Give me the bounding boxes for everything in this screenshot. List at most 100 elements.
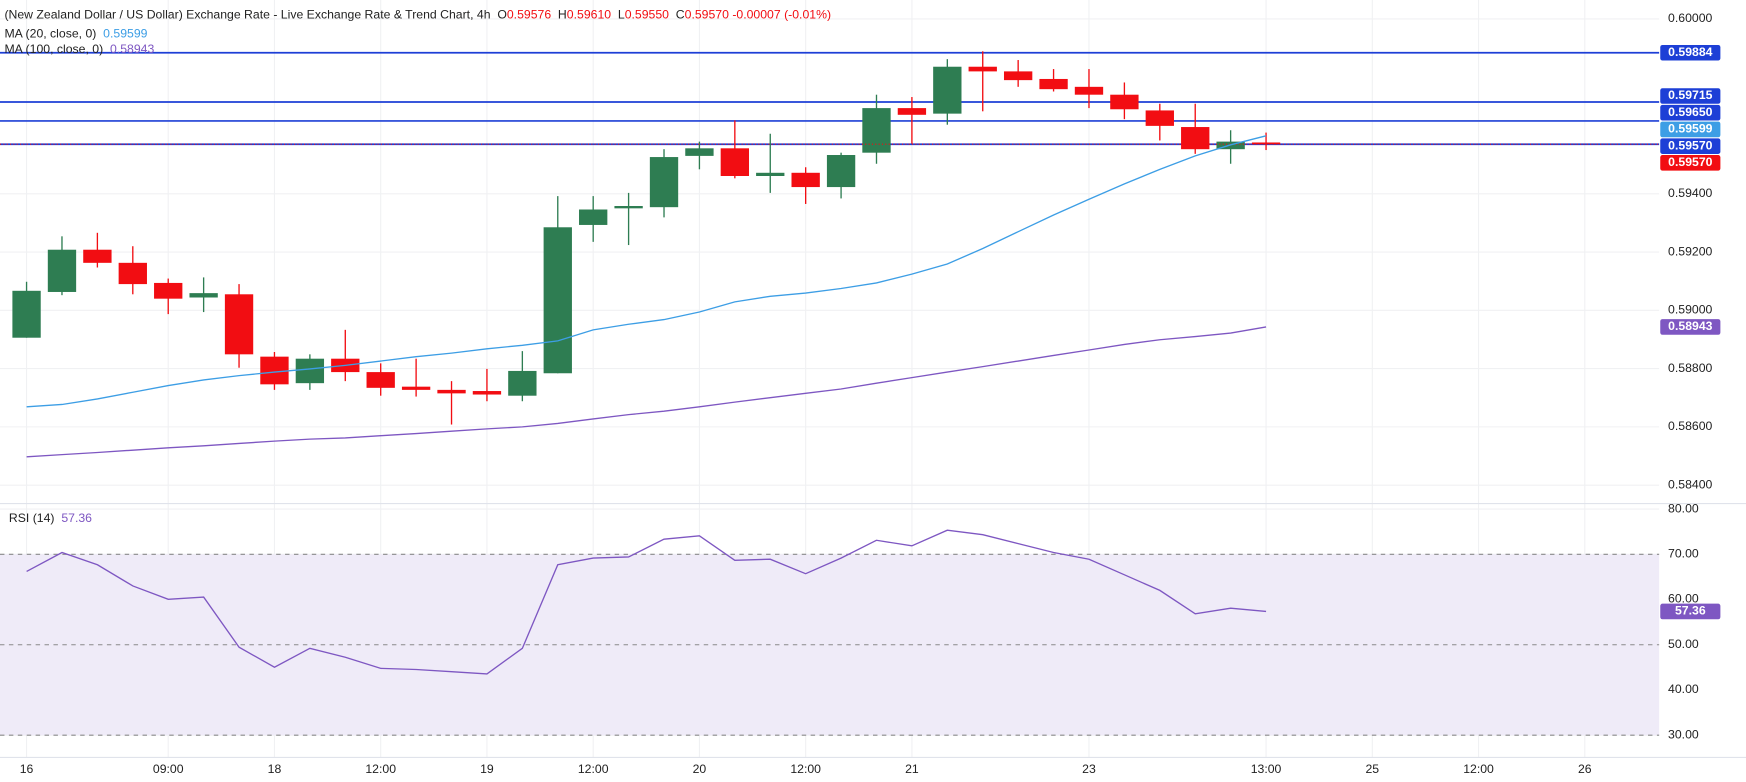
- x-tick-label: 12:00: [578, 762, 609, 776]
- price-badge-label: 0.59570: [1668, 155, 1712, 169]
- x-tick-label: 12:00: [365, 762, 396, 776]
- y-tick-label: 40.00: [1668, 682, 1699, 696]
- candle-body: [189, 293, 218, 298]
- candle-body: [791, 172, 820, 188]
- candle-body: [685, 148, 714, 156]
- candle-body: [401, 386, 431, 390]
- indicator-line: [26, 529, 1267, 675]
- candle-body: [614, 206, 643, 209]
- price-badge: [1660, 104, 1721, 121]
- legend-name: MA (100, close, 0): [4, 42, 103, 56]
- candle-body: [649, 157, 679, 208]
- y-tick-label: 50.00: [1668, 637, 1699, 651]
- ohlc-value: 0.59550: [625, 8, 669, 22]
- candle-body: [83, 249, 112, 263]
- candle-body: [826, 155, 856, 188]
- price-badge: [1660, 155, 1721, 171]
- candle-body: [1003, 71, 1033, 81]
- candle-body: [12, 290, 41, 338]
- ohlc-value: 0.59570: [685, 8, 729, 22]
- y-tick-label: 0.58800: [1668, 361, 1712, 375]
- candle-body: [720, 148, 750, 176]
- candle-body: [968, 66, 997, 72]
- candle-body: [260, 356, 289, 385]
- candle-body: [1145, 110, 1174, 126]
- legend-entry: MA (100, close, 0) 0.58943: [4, 42, 154, 56]
- y-tick-label: 60.00: [1668, 592, 1699, 606]
- ohlc-value: 0.59610: [567, 8, 611, 22]
- candle-body: [1110, 94, 1139, 110]
- y-tick-label: 80.00: [1668, 501, 1699, 515]
- candle-body: [1251, 142, 1281, 145]
- x-tick-label: 20: [693, 762, 707, 776]
- y-tick-label: 0.60000: [1668, 11, 1712, 25]
- candle-body: [1181, 127, 1210, 150]
- candle-body: [437, 389, 466, 394]
- candle-body: [1039, 78, 1068, 90]
- y-tick-label: 0.58600: [1668, 419, 1712, 433]
- x-tick-label: 25: [1365, 762, 1379, 776]
- price-badge: [1660, 44, 1721, 61]
- price-badge-label: 0.59884: [1668, 45, 1712, 59]
- y-tick-label: 0.59200: [1668, 244, 1712, 258]
- y-tick-label: 0.58400: [1668, 477, 1712, 491]
- x-tick-label: 13:00: [1251, 762, 1282, 776]
- price-badge-label: 0.59650: [1668, 105, 1712, 119]
- candle-body: [508, 370, 537, 396]
- candle-body: [543, 227, 572, 374]
- candle-body: [472, 391, 502, 395]
- x-tick-label: 09:00: [153, 762, 184, 776]
- candle-body: [897, 108, 927, 115]
- candle-body: [295, 358, 325, 384]
- price-badge: [1660, 88, 1721, 104]
- y-tick-label: 70.00: [1668, 547, 1699, 561]
- legend-name: RSI (14): [9, 511, 55, 525]
- chart-header: (New Zealand Dollar / US Dollar) Exchang…: [4, 8, 831, 22]
- ohlc-key: O: [497, 8, 507, 22]
- chart-title: (New Zealand Dollar / US Dollar) Exchang…: [4, 8, 490, 22]
- ohlc-key: C: [676, 8, 685, 22]
- legend-value: 0.58943: [110, 42, 154, 56]
- price-badge: [1660, 121, 1721, 138]
- candle-body: [154, 282, 183, 299]
- price-badge-label: 0.59570: [1668, 138, 1712, 152]
- ohlc-value: 0.59576: [507, 8, 551, 22]
- x-tick-label: 16: [20, 762, 34, 776]
- legend-name: MA (20, close, 0): [4, 27, 96, 41]
- price-badge-label: 0.59715: [1668, 88, 1712, 102]
- ohlc-key: L: [618, 8, 625, 22]
- ohlc-key: H: [558, 8, 567, 22]
- y-tick-label: 30.00: [1668, 727, 1699, 741]
- x-tick-label: 12:00: [1463, 762, 1494, 776]
- background-layer: [0, 0, 1660, 758]
- price-badge: [1660, 138, 1721, 154]
- candle-body: [933, 66, 962, 114]
- candle-body: [862, 108, 891, 153]
- legend-value: 0.59599: [103, 27, 147, 41]
- candle-body: [118, 262, 147, 285]
- candle-body: [47, 249, 77, 292]
- legend-entry: MA (20, close, 0) 0.59599: [4, 27, 147, 41]
- candle-body: [1074, 86, 1104, 95]
- legend-value: 57.36: [61, 511, 92, 525]
- y-tick-label: 0.59400: [1668, 186, 1712, 200]
- indicator-line: [26, 135, 1267, 408]
- price-badge-label: 0.59599: [1668, 122, 1712, 136]
- x-tick-label: 21: [905, 762, 919, 776]
- x-tick-label: 26: [1578, 762, 1592, 776]
- price-badge-label: 0.58943: [1668, 319, 1712, 333]
- price-badge: [1660, 319, 1721, 335]
- price-badge: [1660, 603, 1721, 620]
- x-tick-label: 19: [480, 762, 494, 776]
- candle-body: [224, 294, 254, 355]
- candle-body: [366, 372, 395, 388]
- x-tick-label: 18: [268, 762, 282, 776]
- price-badge-label: 57.36: [1675, 604, 1706, 618]
- candle-body: [756, 172, 785, 176]
- indicator-line: [26, 326, 1267, 458]
- legend-entry: RSI (14) 57.36: [9, 511, 92, 525]
- candle-body: [579, 209, 608, 225]
- y-tick-label: 0.59000: [1668, 303, 1712, 317]
- change: -0.00007 (-0.01%): [732, 8, 831, 22]
